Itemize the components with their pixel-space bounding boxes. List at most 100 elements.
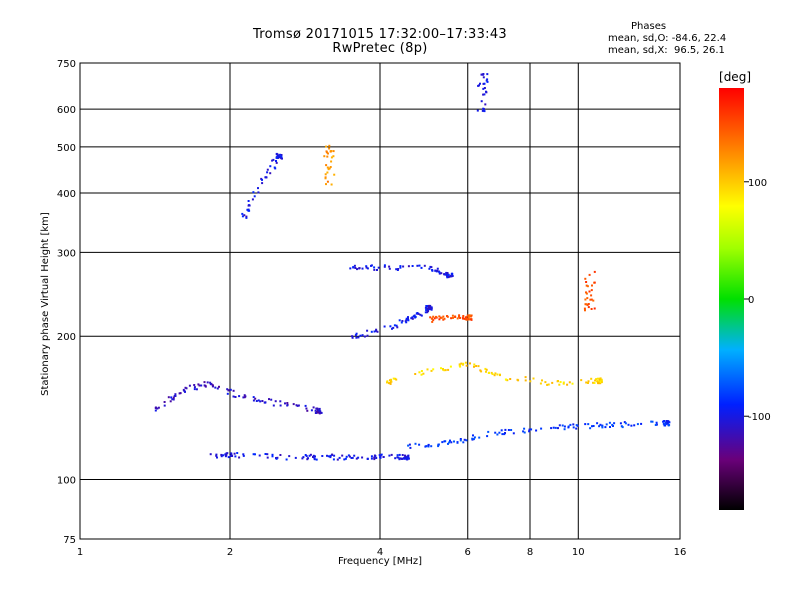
data-point: [319, 411, 322, 414]
data-point: [498, 431, 501, 434]
data-point: [452, 316, 454, 319]
data-point: [279, 454, 282, 456]
data-point: [414, 373, 417, 375]
data-point: [426, 305, 429, 307]
data-point: [633, 424, 636, 427]
data-point: [326, 155, 329, 158]
data-point: [324, 177, 327, 180]
data-point: [352, 266, 355, 269]
data-point: [266, 171, 269, 174]
data-point: [209, 381, 212, 384]
data-point: [329, 456, 332, 459]
data-point: [370, 455, 373, 458]
data-point: [420, 266, 423, 269]
data-point: [275, 156, 278, 159]
data-point: [585, 284, 588, 287]
data-point: [383, 325, 386, 328]
data-point: [154, 407, 157, 409]
data-point: [430, 307, 433, 310]
data-point: [605, 423, 608, 426]
data-point: [359, 334, 362, 337]
data-point: [466, 314, 469, 317]
data-point: [470, 318, 473, 321]
data-point: [277, 154, 280, 157]
data-point: [428, 306, 431, 309]
data-point: [266, 453, 269, 456]
data-point: [292, 403, 295, 406]
data-point: [286, 404, 289, 407]
data-point: [182, 388, 185, 391]
data-point: [388, 382, 390, 385]
data-point: [370, 457, 373, 460]
data-point: [242, 453, 245, 456]
data-point: [446, 272, 449, 274]
data-point: [417, 312, 420, 315]
data-point: [494, 372, 497, 375]
data-point: [443, 317, 446, 320]
data-point: [318, 409, 321, 412]
data-point: [611, 423, 614, 426]
data-point: [356, 268, 358, 271]
data-point: [559, 381, 562, 383]
data-point: [667, 420, 669, 423]
data-point: [305, 455, 308, 458]
data-point: [184, 390, 186, 393]
data-point: [480, 100, 483, 103]
data-point: [414, 442, 417, 445]
data-point: [423, 264, 426, 267]
data-point: [345, 455, 348, 458]
data-point: [434, 269, 437, 272]
data-point: [252, 396, 255, 399]
data-point: [479, 82, 481, 85]
data-point: [432, 368, 435, 371]
data-point: [327, 168, 330, 171]
data-point: [255, 400, 258, 402]
data-point: [407, 265, 410, 268]
data-point: [464, 361, 467, 364]
data-point: [451, 275, 454, 277]
data-point: [401, 320, 404, 322]
data-point: [403, 454, 406, 457]
data-point: [410, 317, 413, 320]
data-point: [163, 404, 166, 407]
data-point: [476, 109, 479, 112]
data-point: [473, 363, 476, 366]
data-point: [247, 208, 250, 211]
data-point: [447, 442, 449, 445]
data-point: [264, 453, 267, 455]
data-point: [304, 404, 307, 407]
data-point: [229, 455, 232, 457]
data-point: [406, 456, 409, 459]
data-point: [462, 362, 465, 365]
data-point: [506, 379, 509, 382]
data-point: [441, 441, 444, 444]
data-point: [503, 433, 506, 436]
data-point: [592, 425, 595, 427]
data-point: [440, 272, 443, 275]
data-point: [460, 362, 463, 365]
data-point: [243, 396, 246, 399]
data-point: [485, 90, 487, 93]
data-point: [200, 384, 203, 387]
data-point: [608, 421, 611, 424]
data-point: [209, 383, 212, 386]
data-point: [407, 319, 410, 322]
data-point: [238, 456, 241, 459]
data-point: [328, 144, 331, 147]
data-point: [401, 457, 404, 460]
data-point: [572, 423, 575, 426]
data-point: [306, 409, 309, 412]
y-tick-label: 75: [63, 535, 76, 546]
data-point: [524, 376, 527, 379]
data-point: [241, 215, 244, 218]
data-point: [373, 266, 376, 269]
data-point: [481, 109, 484, 112]
data-point: [261, 178, 263, 181]
data-point: [264, 401, 267, 404]
data-point: [376, 269, 378, 271]
data-point: [198, 384, 201, 387]
data-point: [467, 318, 470, 321]
data-point: [664, 423, 667, 426]
data-point: [288, 455, 291, 458]
data-point: [447, 274, 450, 276]
